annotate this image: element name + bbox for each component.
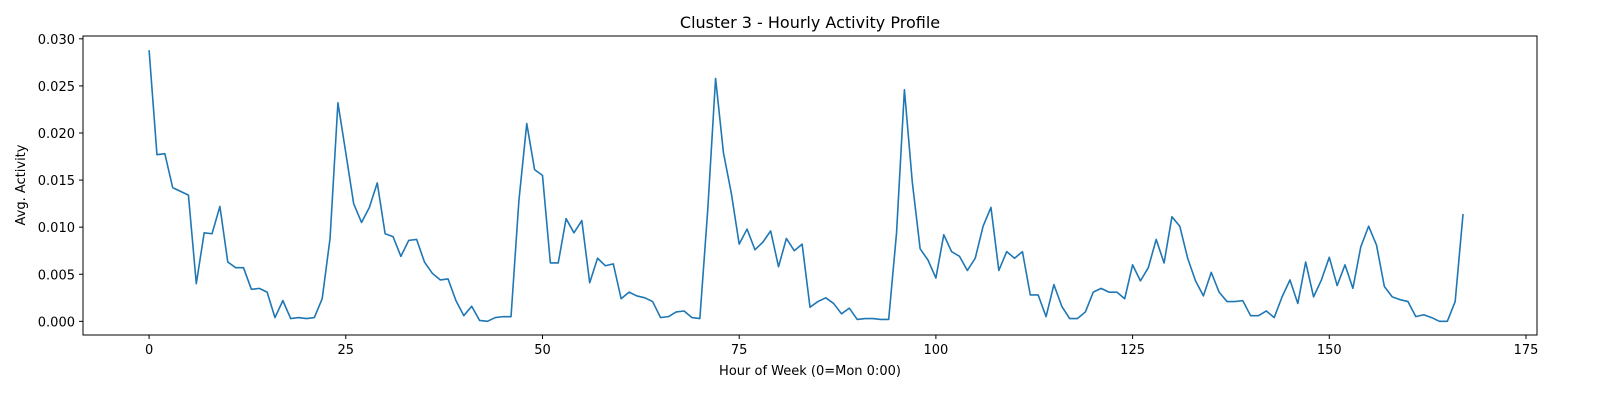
y-tick-label: 0.020	[38, 127, 75, 142]
plot-background	[83, 36, 1537, 335]
y-axis-ticks: 0.000 0.005 0.010 0.015 0.020 0.025 0.030	[38, 33, 83, 330]
y-tick-label: 0.025	[38, 80, 75, 95]
x-tick-label: 25	[338, 343, 355, 358]
y-tick-label: 0.015	[38, 174, 75, 189]
x-axis-label: Hour of Week (0=Mon 0:00)	[719, 364, 901, 379]
x-tick-label: 150	[1317, 343, 1342, 358]
x-tick-label: 50	[534, 343, 551, 358]
x-axis-ticks: 0 25 50 75 100 125 150 175	[145, 335, 1538, 358]
x-tick-label: 75	[731, 343, 748, 358]
series-line	[148, 50, 1464, 323]
y-tick-label: 0.010	[38, 221, 75, 236]
plot-frame	[82, 35, 1538, 336]
x-tick-label: 125	[1120, 343, 1145, 358]
chart-title: Cluster 3 - Hourly Activity Profile	[680, 13, 940, 32]
y-axis-label: Avg. Activity	[14, 144, 29, 225]
x-tick-label: 100	[923, 343, 948, 358]
series-layer	[148, 50, 1464, 323]
y-tick-label: 0.000	[38, 315, 75, 330]
y-tick-label: 0.030	[38, 33, 75, 48]
x-tick-label: 175	[1514, 343, 1539, 358]
y-tick-label: 0.005	[38, 268, 75, 283]
x-tick-label: 0	[145, 343, 153, 358]
